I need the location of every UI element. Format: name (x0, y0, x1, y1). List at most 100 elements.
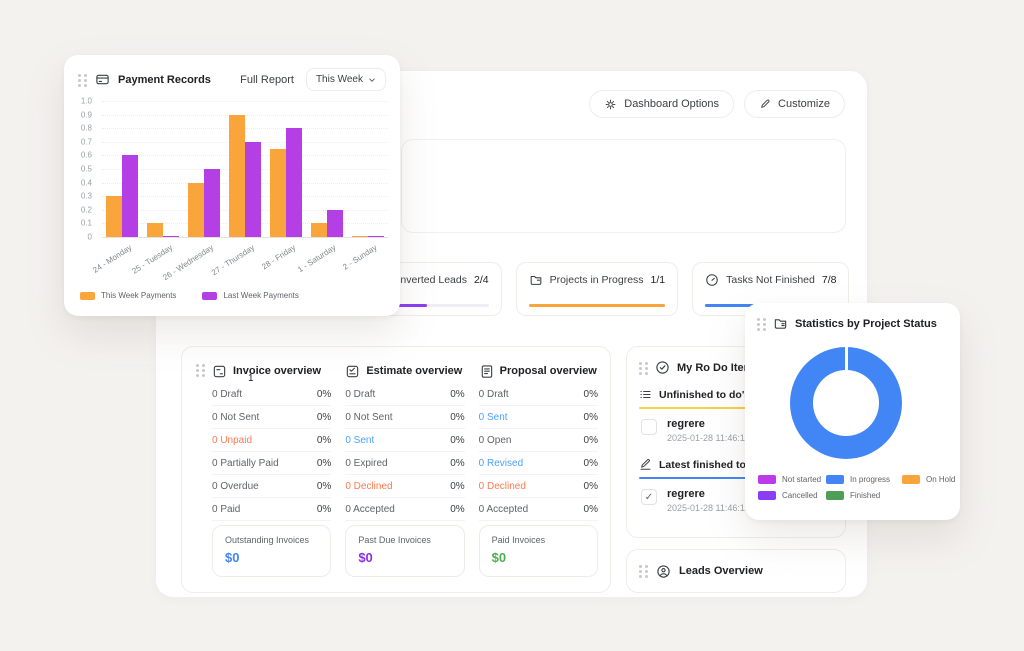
legend-item[interactable]: Last Week Payments (202, 291, 299, 300)
gridline (102, 101, 388, 102)
overview-row-percent: 0% (450, 480, 465, 492)
legend-swatch (826, 475, 844, 484)
overview-row-label[interactable]: 0 Unpaid (212, 434, 253, 446)
bar-this-week (229, 114, 245, 237)
folder-stats-icon (773, 316, 788, 331)
legend-label: On Hold (926, 475, 956, 484)
legend-item[interactable]: In progress (826, 475, 900, 484)
empty-widget-placeholder (401, 139, 846, 233)
overview-row-label[interactable]: 0 Not Sent (212, 411, 260, 423)
y-tick-label: 1.0 (80, 96, 92, 106)
checkbox-unchecked[interactable] (641, 419, 657, 435)
customize-button[interactable]: Customize (744, 90, 845, 118)
leads-card-title: Leads Overview (679, 565, 763, 577)
legend-item[interactable]: This Week Payments (80, 291, 176, 300)
legend-label: Not started (782, 475, 822, 484)
legend-item[interactable]: On Hold (902, 475, 955, 484)
drag-handle-icon[interactable] (639, 564, 648, 578)
y-tick-label: 0.1 (80, 218, 92, 228)
check-circle-icon (655, 360, 670, 375)
overview-row-percent: 0% (316, 457, 332, 469)
todo-item[interactable]: regrere 2025-01-28 11:46:19 (639, 409, 833, 445)
dashboard-options-label: Dashboard Options (624, 98, 720, 110)
overview-row-label[interactable]: 0 Draft (478, 388, 509, 400)
bar-last-week (285, 128, 302, 237)
legend-swatch (902, 475, 920, 484)
stat-card-1[interactable]: Projects in Progress 1/1 (515, 262, 679, 316)
bar-last-week (163, 235, 180, 237)
overview-row-label[interactable]: 0 Paid (212, 503, 241, 515)
overview-row-label[interactable]: 0 Declined (478, 480, 526, 492)
overview-row-label[interactable]: 0 Draft (212, 388, 243, 400)
overview-columns: Invoice overview 0 Draft 0% 0 Not Sent 0% 0 U… (212, 359, 598, 521)
drag-handle-icon[interactable] (196, 363, 205, 377)
todo-item-text-wrap: regrere 2025-01-28 11:46:19 (667, 418, 750, 443)
x-tick-label: 27 - Thursday (209, 243, 256, 278)
legend-item[interactable]: Not started (758, 475, 824, 484)
overview-row-label[interactable]: 0 Open (478, 434, 512, 446)
overview-row-label[interactable]: 0 Revised (478, 457, 524, 469)
overview-row-label[interactable]: 0 Partially Paid (212, 457, 279, 469)
overview-column-0: Invoice overview 0 Draft 0% 0 Not Sent 0% 0 U… (212, 359, 332, 521)
list-icon (639, 388, 652, 401)
overview-row-percent: 0% (583, 480, 598, 492)
payment-card-title: Payment Records (118, 73, 211, 86)
overview-row: 0 Declined 0% (478, 475, 598, 498)
overview-row-label[interactable]: 0 Not Sent (345, 411, 393, 423)
overview-row: 0 Paid 0% (212, 498, 332, 521)
full-report-button[interactable]: Full Report (240, 73, 294, 86)
summary-box: Outstanding Invoices $0 (212, 525, 332, 577)
overview-row-percent: 0% (450, 503, 465, 515)
payment-card-icon (95, 72, 110, 87)
overview-row-label[interactable]: 0 Declined (345, 480, 393, 492)
todo-item[interactable]: ✓ regrere 2025-01-28 11:46:19 (639, 479, 833, 515)
y-tick-label: 0.7 (80, 137, 92, 147)
bar-this-week (351, 235, 368, 237)
x-tick-label: 1 - Saturday (296, 243, 338, 275)
overview-row-label[interactable]: 0 Accepted (478, 503, 529, 515)
overview-row: 0 Not Sent 0% (212, 406, 332, 429)
legend-item[interactable]: Cancelled (758, 491, 824, 500)
header-actions: Dashboard Options Customize (589, 90, 845, 118)
checkbox-checked[interactable]: ✓ (641, 489, 657, 505)
todo-item-text: regrere (667, 488, 705, 500)
bar-last-week (245, 141, 261, 237)
bar-this-week (106, 196, 123, 237)
bar-last-week (204, 169, 221, 237)
project-status-donut (790, 347, 902, 459)
overview-row-label[interactable]: 0 Accepted (345, 503, 395, 515)
dashboard-options-button[interactable]: Dashboard Options (589, 90, 735, 118)
stat-progress-track (528, 304, 666, 307)
overview-row-label[interactable]: 0 Expired (345, 457, 388, 469)
todo-section-title-text: Latest finished to do's (659, 458, 771, 471)
person-circle-icon (656, 564, 671, 579)
todo-section-title: Latest finished to do's (639, 458, 833, 471)
overview-column-1: Estimate overview 0 Draft 0% 0 Not Sent 0% 0 … (345, 359, 465, 521)
overview-row: 0 Overdue 0% (212, 475, 332, 498)
estimate-icon (345, 364, 360, 379)
overview-row-label[interactable]: 0 Sent (345, 434, 375, 446)
week-selector[interactable]: This Week (305, 68, 386, 91)
bar-chart-plot: 24 - Monday 25 - Tuesday 26 - Wednesday 27 … (91, 101, 388, 282)
overview-row-label[interactable]: 0 Sent (478, 411, 508, 423)
drag-handle-icon[interactable] (639, 361, 648, 375)
overview-row: 0 Partially Paid 0% (212, 452, 332, 475)
summary-value: $0 (358, 550, 373, 565)
y-tick-label: 0.5 (80, 164, 92, 174)
overview-row-label[interactable]: 0 Overdue (212, 480, 259, 492)
summary-value: $0 (225, 550, 240, 565)
drag-handle-icon[interactable] (757, 317, 766, 331)
overview-row-label[interactable]: 0 Draft (345, 388, 376, 400)
payment-records-card: Payment Records Full Report This Week 1.… (64, 55, 400, 316)
drag-handle-icon[interactable] (78, 73, 87, 87)
proposal-icon (479, 364, 494, 379)
legend-item[interactable]: Finished (826, 491, 900, 500)
stat-card-label: Projects in Progress (549, 274, 644, 286)
stray-count: 1 (248, 373, 254, 384)
y-tick-label: 0 (87, 232, 92, 242)
pencil-line-icon (639, 458, 652, 471)
project-status-title: Statistics by Project Status (795, 317, 937, 330)
overview-row: 0 Expired 0% (345, 452, 465, 475)
todo-sections: Unfinished to do's regrere 2025-01-28 11:4… (627, 388, 845, 515)
todo-card-header: My Ro Do Items (627, 347, 845, 375)
